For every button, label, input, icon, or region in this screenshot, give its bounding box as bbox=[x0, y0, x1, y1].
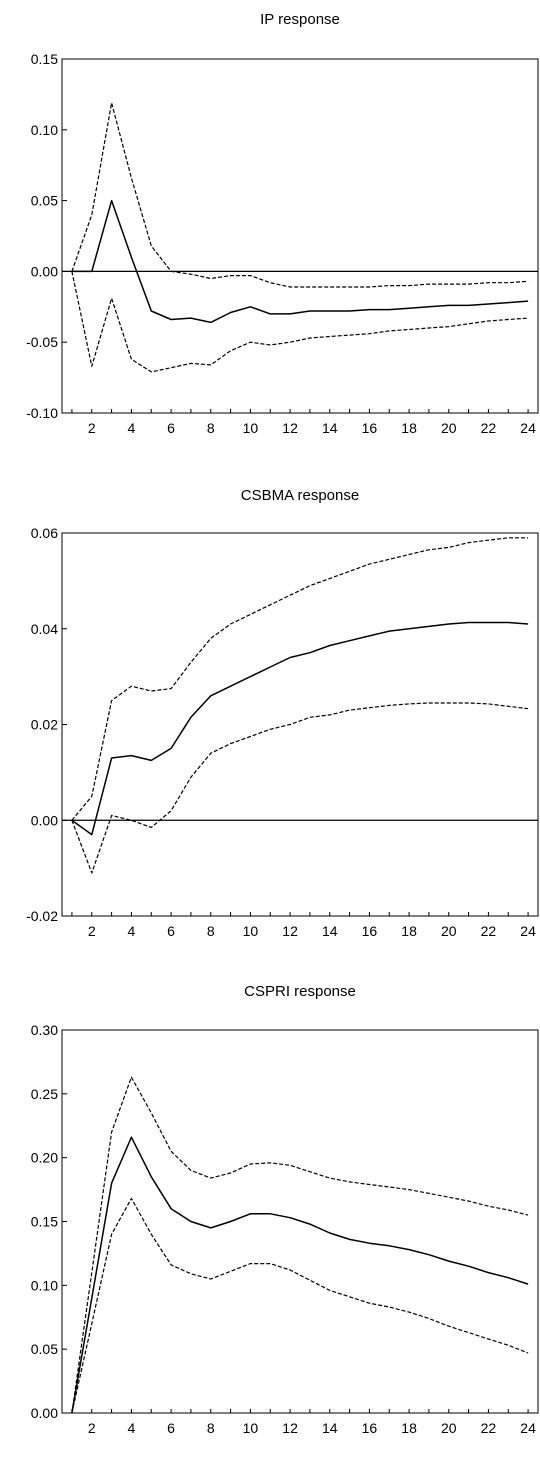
series-line-response bbox=[71, 621, 529, 836]
x-tick-label: 18 bbox=[401, 923, 417, 939]
x-tick-label: 16 bbox=[362, 923, 378, 939]
x-tick-label: 16 bbox=[362, 1420, 378, 1436]
x-tick-label: 8 bbox=[207, 1420, 215, 1436]
x-tick-label: 6 bbox=[167, 923, 175, 939]
x-tick-label: 8 bbox=[207, 420, 215, 436]
y-tick-label: 0.25 bbox=[31, 1086, 58, 1102]
x-tick-label: 22 bbox=[481, 923, 497, 939]
y-tick-label: 0.05 bbox=[31, 193, 58, 209]
y-tick-label: 0.05 bbox=[31, 1341, 58, 1357]
x-tick-label: 10 bbox=[243, 923, 259, 939]
x-tick-label: 4 bbox=[128, 923, 136, 939]
series-line-upper-band bbox=[71, 537, 529, 821]
x-tick-label: 4 bbox=[128, 420, 136, 436]
series-line-lower-band bbox=[71, 1197, 529, 1414]
series-line-upper-band bbox=[71, 1076, 529, 1414]
x-tick-label: 16 bbox=[362, 420, 378, 436]
x-tick-label: 14 bbox=[322, 923, 338, 939]
x-tick-label: 12 bbox=[282, 1420, 298, 1436]
x-tick-label: 8 bbox=[207, 923, 215, 939]
y-tick-label: 0.30 bbox=[31, 1022, 58, 1038]
x-tick-label: 6 bbox=[167, 1420, 175, 1436]
y-tick-label: 0.02 bbox=[31, 717, 58, 733]
x-tick-label: 24 bbox=[520, 420, 536, 436]
chart-title: IP response bbox=[260, 11, 340, 28]
y-tick-label: 0.00 bbox=[31, 1405, 58, 1421]
chart-panel-2: CSBMA response-0.020.000.020.040.062 4 6 8 1… bbox=[26, 487, 539, 939]
y-tick-label: 0.00 bbox=[31, 263, 58, 279]
x-tick-label: 20 bbox=[441, 420, 457, 436]
x-tick-label: 24 bbox=[520, 1420, 536, 1436]
x-tick-label: 20 bbox=[441, 1420, 457, 1436]
y-tick-label: 0.20 bbox=[31, 1150, 58, 1166]
x-tick-label: 20 bbox=[441, 923, 457, 939]
x-tick-label: 24 bbox=[520, 923, 536, 939]
series-line-lower-band bbox=[71, 271, 529, 373]
plot-frame bbox=[61, 532, 539, 917]
x-tick-label: 2 bbox=[88, 420, 96, 436]
chart-panel-1: IP response-0.10-0.050.000.050.100.152 4 6… bbox=[26, 11, 539, 436]
y-tick-label: 0.04 bbox=[31, 621, 58, 637]
y-tick-label: 0.10 bbox=[31, 122, 58, 138]
x-tick-label: 10 bbox=[243, 1420, 259, 1436]
x-tick-label: 10 bbox=[243, 420, 259, 436]
x-tick-label: 22 bbox=[481, 420, 497, 436]
x-tick-label: 14 bbox=[322, 420, 338, 436]
y-tick-label: -0.10 bbox=[26, 405, 58, 421]
x-tick-label: 12 bbox=[282, 420, 298, 436]
y-tick-label: -0.02 bbox=[26, 908, 58, 924]
x-tick-label: 4 bbox=[128, 1420, 136, 1436]
y-tick-label: 0.10 bbox=[31, 1277, 58, 1293]
x-tick-label: 2 bbox=[88, 1420, 96, 1436]
series-line-response bbox=[71, 1136, 529, 1414]
plot-frame bbox=[61, 58, 539, 414]
y-tick-label: 0.15 bbox=[31, 51, 58, 67]
chart-title: CSPRI response bbox=[244, 983, 356, 1000]
x-tick-label: 18 bbox=[401, 420, 417, 436]
series-line-response bbox=[71, 199, 529, 324]
chart-panel-3: CSPRI response 0.00 0.05 0.10 0.15 0.20 0.25 0.… bbox=[31, 983, 539, 1436]
x-tick-label: 6 bbox=[167, 420, 175, 436]
x-tick-label: 12 bbox=[282, 923, 298, 939]
chart-title: CSBMA response bbox=[241, 487, 359, 504]
series-line-lower-band bbox=[71, 702, 529, 874]
x-tick-label: 2 bbox=[88, 923, 96, 939]
y-tick-label: 0.15 bbox=[31, 1214, 58, 1230]
x-tick-label: 22 bbox=[481, 1420, 497, 1436]
y-tick-label: 0.06 bbox=[31, 525, 58, 541]
y-tick-label: -0.05 bbox=[26, 334, 58, 350]
series-line-upper-band bbox=[71, 102, 529, 288]
x-tick-label: 18 bbox=[401, 1420, 417, 1436]
y-tick-label: 0.00 bbox=[31, 812, 58, 828]
x-tick-label: 14 bbox=[322, 1420, 338, 1436]
